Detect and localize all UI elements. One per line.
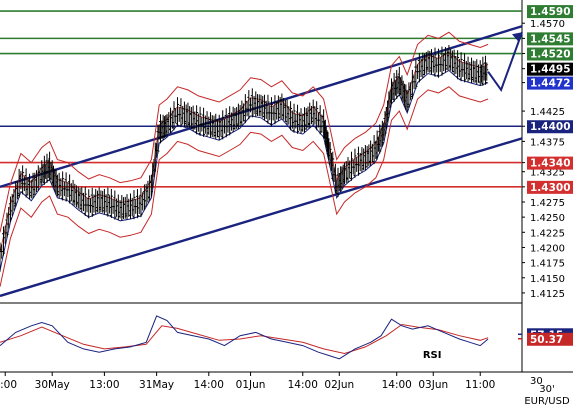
rsi-y-tick-label: 30: [530, 376, 543, 387]
y-tick-label: 1.4225: [530, 228, 565, 239]
y-tick-label: 1.4275: [530, 198, 565, 209]
y-tick-label: 1.4375: [530, 137, 565, 148]
y-tick-label: 1.4250: [530, 213, 565, 224]
price-label-box-2: [527, 47, 573, 61]
moving-average: [0, 69, 489, 271]
y-tick-label: 1.4150: [530, 274, 565, 285]
price-label-box-3: [527, 62, 573, 76]
y-tick-label: 1.4325: [530, 168, 565, 179]
x-tick-label: 02Jun: [324, 379, 354, 391]
forecast-arrow-head: [512, 32, 522, 43]
x-tick-label: 13:00: [89, 379, 119, 391]
price-label-2: 1.4520: [530, 49, 571, 61]
band-upper: [0, 31, 489, 233]
y-tick-label: 1.4175: [530, 259, 565, 270]
rsi-value-label-1: 50.37: [530, 334, 563, 346]
rsi-value-box-1: [527, 332, 573, 346]
price-label-box-0: [527, 5, 573, 19]
x-tick-label: 30May: [35, 379, 70, 391]
timeframe-label: 30': [539, 384, 554, 395]
price-label-6: 1.4340: [530, 158, 571, 170]
price-label-box-5: [527, 120, 573, 134]
price-label-0: 1.4590: [530, 6, 571, 18]
y-tick-label: 1.4425: [530, 107, 565, 118]
x-tick-label: 14:00: [382, 379, 412, 391]
channel-lower-line: [0, 137, 523, 298]
rsi-line: [0, 315, 489, 360]
price-label-box-1: [527, 32, 573, 46]
price-label-3: 1.4495: [530, 64, 571, 76]
x-tick-label: 03Jun: [418, 379, 448, 391]
price-label-box-6: [527, 156, 573, 170]
x-tick-label: 14:00: [288, 379, 318, 391]
x-tick-label: 31May: [139, 379, 174, 391]
x-tick-label: 11:00: [465, 379, 495, 391]
price-label-box-7: [527, 180, 573, 194]
price-label-5: 1.4400: [530, 121, 571, 133]
y-tick-label: 1.4200: [530, 243, 565, 254]
price-label-7: 1.4300: [530, 182, 571, 194]
rsi-signal-line: [0, 323, 489, 355]
band-lower: [0, 86, 489, 287]
y-tick-label: 1.4570: [530, 19, 565, 30]
x-tick-label: 14:00: [194, 379, 224, 391]
rsi-title: RSI: [423, 350, 442, 361]
price-bars: [0, 45, 489, 272]
x-tick-label: 3:00: [0, 379, 17, 391]
instrument-label: EUR/USD: [524, 396, 570, 407]
y-tick-label: 1.4125: [530, 289, 565, 300]
price-label-1: 1.4545: [530, 33, 571, 45]
x-tick-label: 01Jun: [236, 379, 266, 391]
price-label-box-4: [527, 76, 573, 90]
price-label-4: 1.4472: [530, 78, 571, 90]
forecast-arrow-line: [487, 31, 523, 93]
